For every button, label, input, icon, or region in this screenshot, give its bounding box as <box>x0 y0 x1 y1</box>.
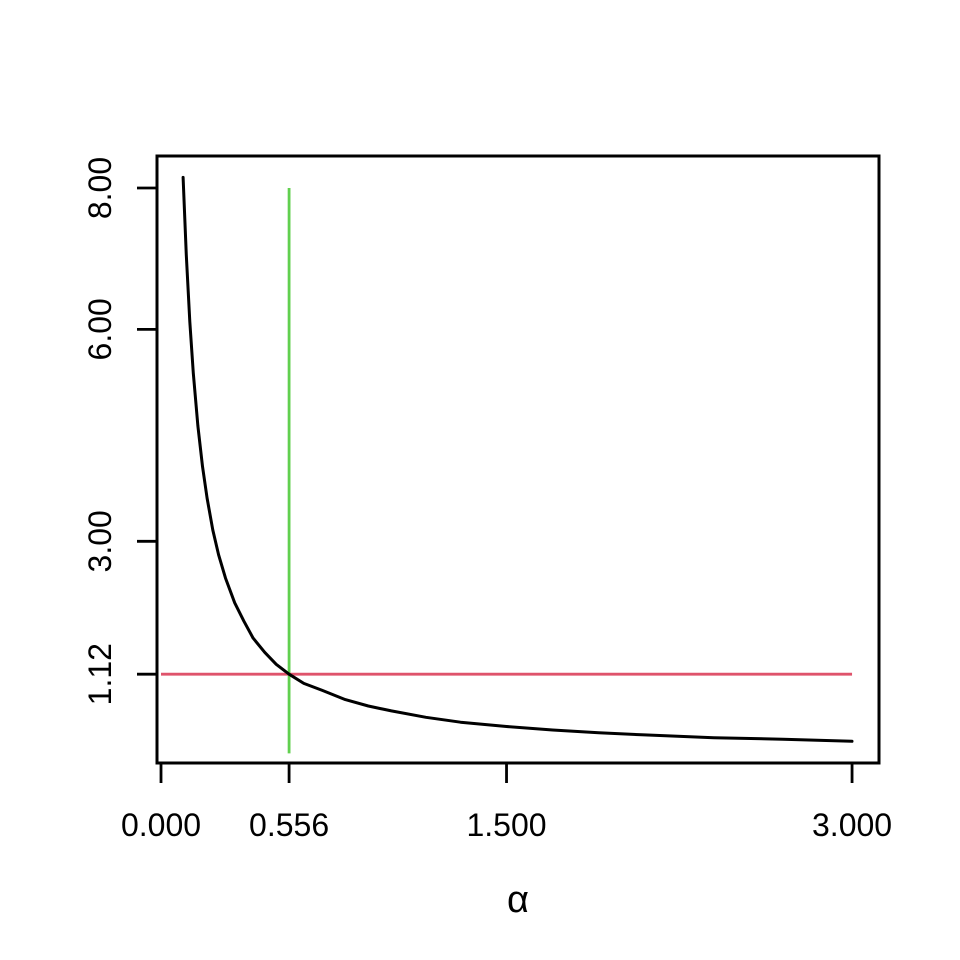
curve-line <box>181 175 854 743</box>
x-axis-tick-label: 3.000 <box>812 807 892 843</box>
y-axis-tick-label: 1.12 <box>82 643 118 705</box>
x-axis-tick-label: 1.500 <box>466 807 546 843</box>
y-axis-tick-label: 8.00 <box>82 157 118 219</box>
axis-tick-labels: 0.000 0.556 1.500 3.000 1.12 3.00 6.00 8.00 <box>82 157 892 843</box>
plot-box <box>155 154 881 765</box>
x-axis-tick-label: 0.556 <box>249 807 329 843</box>
axis-ticks <box>137 186 854 783</box>
y-axis-tick-label: 6.00 <box>82 298 118 360</box>
y-axis-tick-label: 3.00 <box>82 510 118 572</box>
x-axis-tick-label: 0.000 <box>121 807 201 843</box>
x-axis-label: α <box>507 879 529 921</box>
reference-lines <box>161 188 853 754</box>
